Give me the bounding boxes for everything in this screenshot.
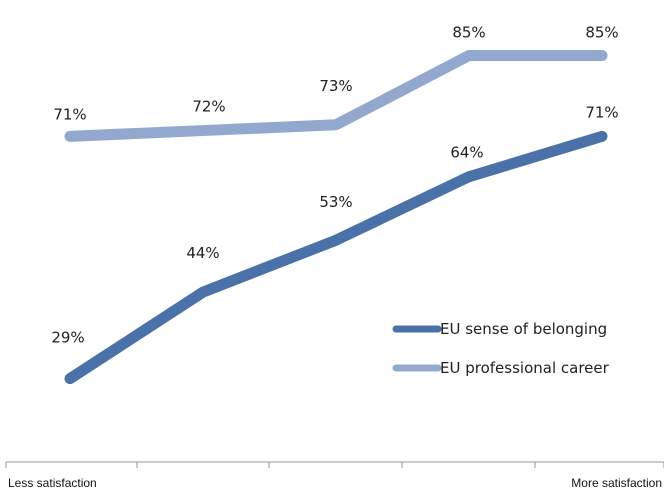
x-axis-ticks [5, 462, 664, 468]
data-label-belonging-2: 44% [186, 244, 219, 262]
x-axis: Less satisfaction More satisfaction [5, 461, 664, 490]
x-axis-right-label: More satisfaction [571, 476, 662, 490]
data-label-career-2: 72% [192, 98, 225, 116]
series-line-belonging [64, 130, 608, 385]
data-label-career-1: 71% [53, 105, 86, 123]
series-line-career [64, 50, 608, 142]
data-label-belonging-5: 71% [585, 103, 618, 121]
data-label-belonging-4: 64% [450, 144, 483, 162]
data-label-career-3: 73% [319, 77, 352, 95]
x-axis-left-label: Less satisfaction [8, 476, 97, 490]
data-label-career-5: 85% [585, 24, 618, 42]
legend-label-career: EU professional career [440, 359, 610, 377]
legend: EU sense of belonging EU professional ca… [392, 320, 610, 377]
data-label-career-4: 85% [452, 24, 485, 42]
data-label-belonging-1: 29% [51, 329, 84, 347]
data-labels: 29% 44% 53% 64% 71% 71% 72% 73% 85% 85% [51, 24, 618, 347]
data-label-belonging-3: 53% [319, 193, 352, 211]
series-lines [64, 50, 608, 385]
legend-label-belonging: EU sense of belonging [440, 320, 607, 338]
